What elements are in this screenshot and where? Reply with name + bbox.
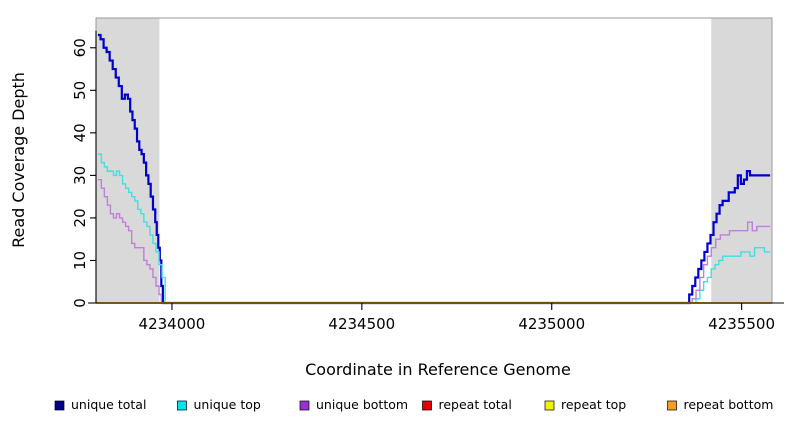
plot-border [95, 17, 773, 303]
shaded-regions-group [96, 18, 772, 303]
legend-swatch [544, 400, 555, 411]
series-group [96, 33, 772, 305]
legend-label: repeat top [561, 397, 626, 412]
legend-swatch [422, 400, 432, 411]
legend-label: unique top [194, 397, 261, 412]
y-tick-label: 60 [71, 38, 89, 57]
plot-frame [95, 17, 773, 303]
series-unique-total [97, 33, 771, 305]
legend-swatch [299, 400, 310, 411]
x-axis-title: Coordinate in Reference Genome [305, 360, 571, 379]
y-axis: 0 10 20 30 40 50 60 [71, 30, 97, 308]
y-axis-title: Read Coverage Depth [9, 72, 28, 248]
legend-label: repeat bottom [684, 397, 774, 412]
legend-label: repeat total [439, 397, 512, 412]
x-tick-label: 4235500 [708, 315, 775, 333]
left-repeat-region [96, 18, 160, 303]
y-tick-label: 50 [71, 81, 89, 100]
y-tick-label: 20 [71, 208, 89, 227]
y-tick-label: 40 [71, 123, 89, 142]
x-axis: 4234000 4234500 4235000 4235500 [88, 302, 784, 333]
x-tick-label: 4234000 [139, 315, 206, 333]
legend-swatch [54, 400, 65, 411]
x-tick-label: 4235000 [518, 315, 585, 333]
y-tick-label: 10 [71, 251, 89, 270]
x-tick-label: 4234500 [328, 315, 395, 333]
series-unique-top [97, 153, 771, 304]
y-tick-label: 0 [71, 298, 89, 308]
series-unique-bottom [97, 178, 771, 304]
y-tick-label: 30 [71, 166, 89, 185]
right-repeat-region [711, 18, 772, 303]
legend-label: unique total [71, 397, 146, 412]
legend-swatch [177, 400, 187, 411]
legend-label: unique bottom [316, 397, 408, 412]
legend: unique total unique top unique bottom repea… [54, 397, 774, 412]
legend-swatch [667, 400, 677, 411]
